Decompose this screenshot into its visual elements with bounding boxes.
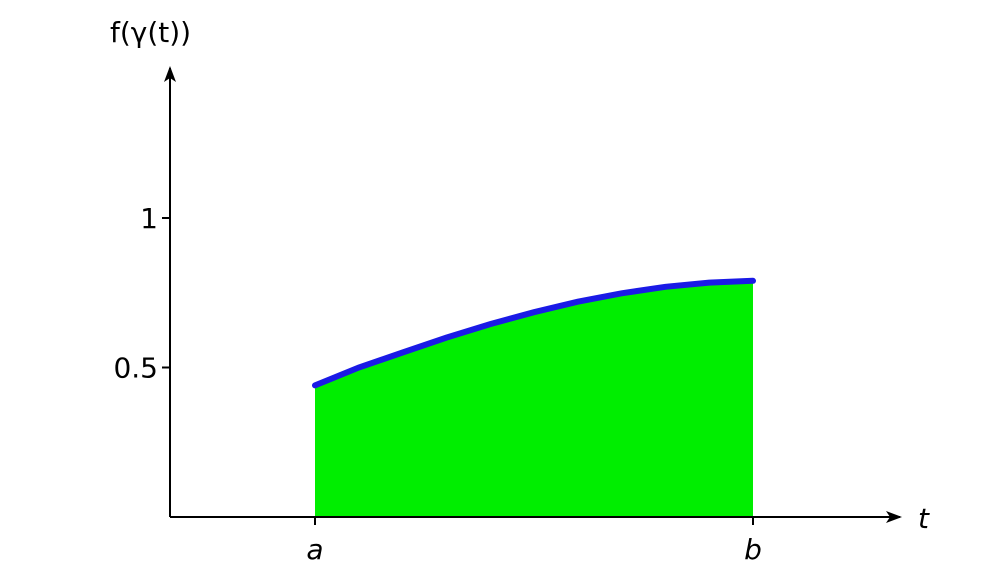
y-tick-label: 0.5 — [113, 352, 158, 385]
x-axis-label: t — [918, 502, 930, 535]
x-tick-label: b — [744, 533, 762, 566]
area-fill — [315, 280, 753, 517]
y-tick-label: 1 — [140, 202, 158, 235]
x-tick-label: a — [306, 533, 323, 566]
y-axis-label: f(γ(t)) — [110, 16, 191, 49]
series-line — [312, 277, 756, 389]
y-ticks: 0.51 — [113, 202, 170, 385]
